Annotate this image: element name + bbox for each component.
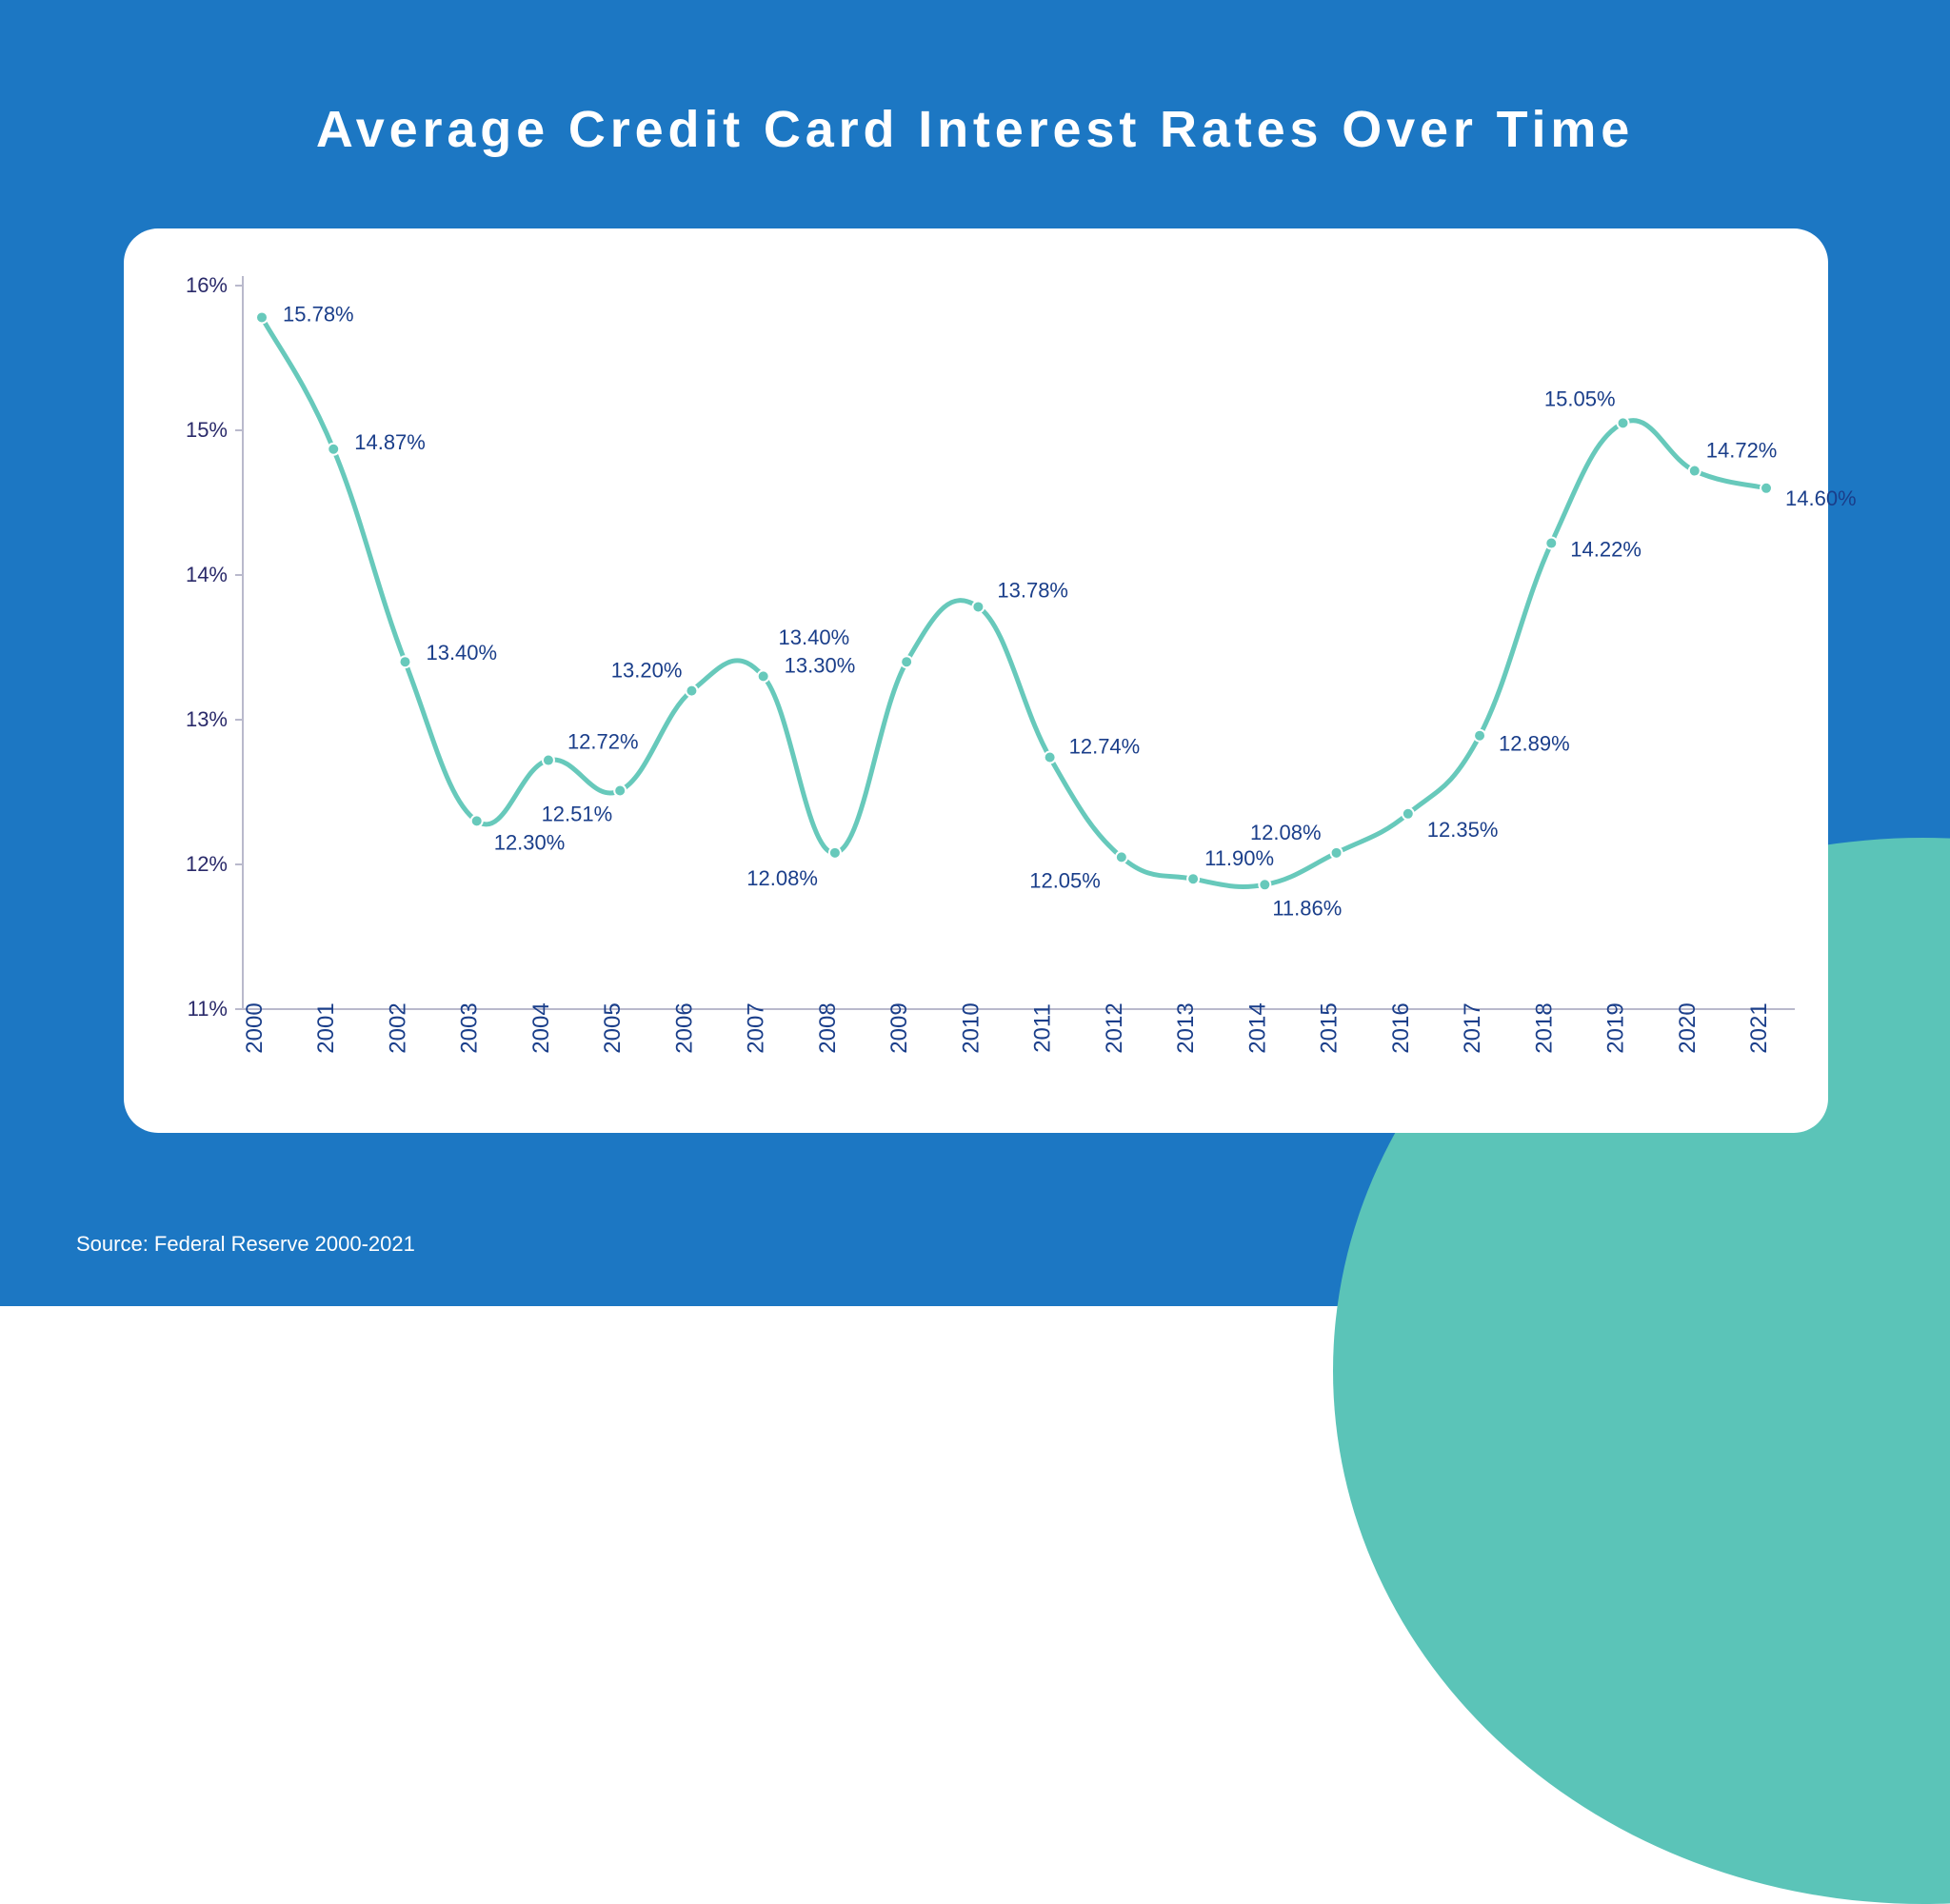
data-point <box>1045 752 1056 764</box>
point-label: 12.72% <box>567 730 639 754</box>
x-tick-label: 2010 <box>958 1002 984 1053</box>
data-point <box>543 755 554 766</box>
data-point <box>471 815 483 826</box>
x-tick-label: 2006 <box>671 1002 697 1053</box>
x-tick-label: 2008 <box>815 1002 841 1053</box>
x-tick-label: 2013 <box>1173 1002 1199 1053</box>
x-tick-label: 2014 <box>1244 1002 1270 1053</box>
x-tick-label: 2017 <box>1460 1002 1485 1053</box>
y-tick-label: 12% <box>186 852 228 876</box>
point-label: 15.05% <box>1544 387 1616 410</box>
data-point <box>1116 851 1127 863</box>
data-point <box>328 444 339 455</box>
x-tick-label: 2011 <box>1030 1003 1056 1053</box>
point-label: 14.60% <box>1785 486 1857 510</box>
source-text: Source: Federal Reserve 2000-2021 <box>76 1232 415 1257</box>
data-point <box>1187 873 1199 884</box>
data-point <box>686 685 697 697</box>
data-point <box>1545 538 1557 549</box>
point-label: 12.35% <box>1427 818 1499 842</box>
y-tick-label: 13% <box>186 707 228 731</box>
data-point <box>399 656 410 667</box>
data-point <box>1474 730 1485 742</box>
data-point <box>972 601 984 612</box>
x-tick-label: 2019 <box>1603 1002 1629 1053</box>
point-label: 12.08% <box>746 866 818 890</box>
series-line <box>262 317 1766 886</box>
point-label: 11.90% <box>1204 846 1274 870</box>
point-label: 14.22% <box>1570 538 1642 562</box>
data-point <box>1331 847 1343 859</box>
point-label: 12.30% <box>494 830 566 854</box>
data-point <box>901 656 912 667</box>
x-tick-label: 2000 <box>242 1002 268 1053</box>
point-label: 15.78% <box>283 302 354 326</box>
data-point <box>829 847 841 859</box>
y-tick-label: 15% <box>186 418 228 442</box>
x-tick-label: 2003 <box>457 1002 483 1053</box>
point-label: 12.74% <box>1069 735 1141 759</box>
point-label: 13.78% <box>997 578 1068 602</box>
data-point <box>758 670 769 682</box>
point-label: 12.89% <box>1499 732 1570 756</box>
point-label: 13.20% <box>611 659 683 683</box>
point-label: 13.30% <box>785 653 856 677</box>
x-tick-label: 2016 <box>1388 1002 1414 1053</box>
x-tick-label: 2012 <box>1102 1002 1127 1053</box>
point-label: 12.08% <box>1250 821 1322 844</box>
data-point <box>1259 879 1270 890</box>
point-label: 12.51% <box>542 802 613 825</box>
point-label: 12.05% <box>1029 868 1101 892</box>
y-tick-label: 11% <box>188 997 228 1021</box>
x-tick-label: 2007 <box>744 1002 769 1053</box>
x-tick-label: 2018 <box>1531 1002 1557 1053</box>
point-label: 13.40% <box>779 625 850 649</box>
point-label: 11.86% <box>1272 896 1342 920</box>
x-tick-label: 2002 <box>385 1002 410 1053</box>
data-point <box>614 784 626 796</box>
x-tick-label: 2021 <box>1746 1002 1772 1053</box>
data-point <box>1689 466 1701 477</box>
x-tick-label: 2020 <box>1675 1002 1701 1053</box>
point-label: 14.72% <box>1706 439 1778 463</box>
x-tick-label: 2009 <box>886 1002 912 1053</box>
y-tick-label: 14% <box>186 563 228 586</box>
data-point <box>1761 483 1772 494</box>
point-label: 14.87% <box>354 430 426 454</box>
y-tick-label: 16% <box>186 273 228 297</box>
x-tick-label: 2005 <box>600 1002 626 1053</box>
data-point <box>256 311 268 323</box>
x-tick-label: 2001 <box>313 1002 339 1053</box>
x-tick-label: 2015 <box>1317 1002 1343 1053</box>
line-chart: 11% 12% 13% 14% 15% 16% 2000 2001 2002 2003 2004 20… <box>0 0 1950 1306</box>
x-tick-label: 2004 <box>528 1002 554 1053</box>
data-point <box>1618 417 1629 428</box>
data-point <box>1403 808 1414 820</box>
point-label: 13.40% <box>426 641 497 664</box>
